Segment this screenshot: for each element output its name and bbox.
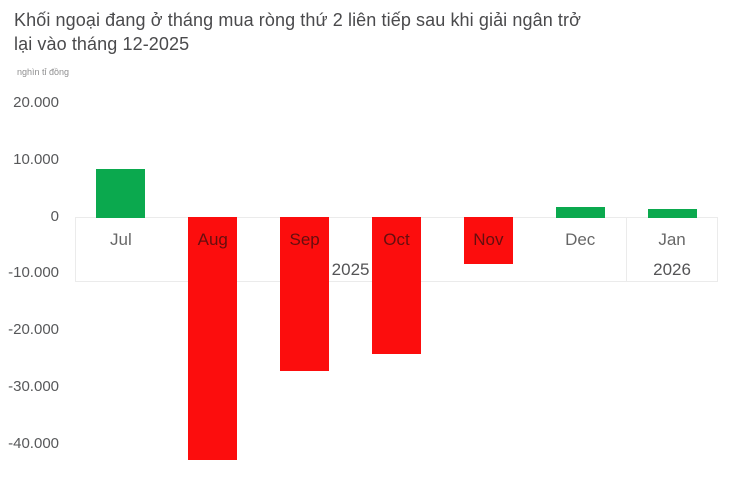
bar-positive xyxy=(96,169,146,218)
x-axis-month-label: Sep xyxy=(289,230,320,249)
x-axis-year-label: 2026 xyxy=(653,260,691,279)
y-axis-tick-label: 10.000 xyxy=(13,151,59,168)
y-axis-tick-label: -40.000 xyxy=(8,434,59,452)
y-axis-tick-label: -30.000 xyxy=(8,377,59,395)
x-axis-month-label: Dec xyxy=(565,230,596,249)
chart-title: Khối ngoại đang ở tháng mua ròng thứ 2 l… xyxy=(14,10,582,54)
x-axis-month-label: Jan xyxy=(658,230,686,249)
x-axis-month-label: Nov xyxy=(473,230,504,249)
y-axis-tick-label: 0 xyxy=(50,207,59,225)
x-axis-month-label: Jul xyxy=(110,230,132,249)
y-axis-tick-label: 20.000 xyxy=(13,94,59,112)
x-axis-month-label: Aug xyxy=(197,230,228,249)
y-axis-tick-label: -10.000 xyxy=(8,264,59,282)
y-axis-unit-label: nghìn tỉ đồng xyxy=(17,67,70,77)
year-group-divider xyxy=(626,216,628,282)
bar-negative xyxy=(372,216,421,354)
bar-negative xyxy=(280,216,330,372)
x-axis-year-label: 2025 xyxy=(331,260,370,279)
bar-positive xyxy=(555,207,605,218)
bar-positive xyxy=(647,208,697,218)
y-axis-tick-label: -20.000 xyxy=(8,321,59,339)
x-axis-month-label: Oct xyxy=(383,230,410,249)
bar-negative xyxy=(188,216,238,461)
bar-negative xyxy=(463,216,513,265)
